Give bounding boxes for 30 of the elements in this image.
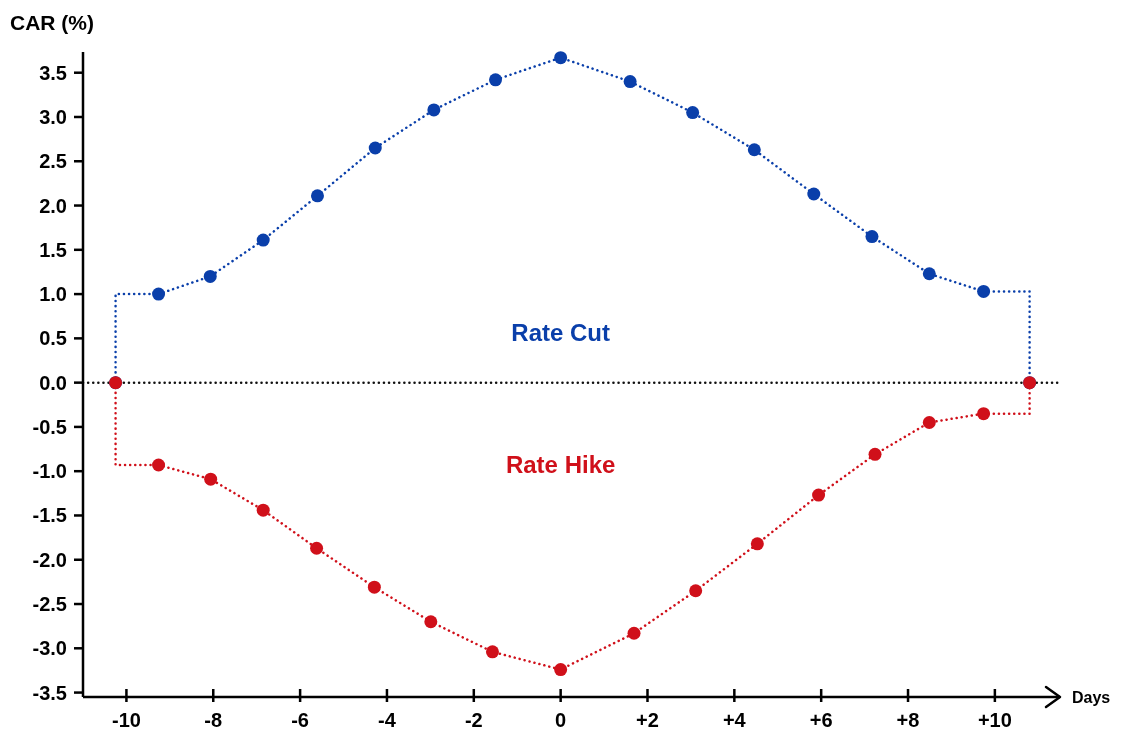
y-tick-label: -0.5 bbox=[32, 415, 67, 438]
y-tick-label: 1.0 bbox=[39, 283, 67, 306]
y-tick-label: 2.0 bbox=[39, 194, 67, 217]
y-axis-title: CAR (%) bbox=[10, 11, 94, 34]
y-tick-label: -2.5 bbox=[32, 593, 67, 616]
x-tick-label: +6 bbox=[809, 709, 833, 731]
x-tick-label: +10 bbox=[977, 709, 1012, 731]
text: Rate Hike bbox=[505, 450, 616, 478]
y-tick-label: -3.0 bbox=[32, 637, 67, 660]
x-tick-label: -8 bbox=[204, 709, 223, 731]
x-axis-title: Days bbox=[1072, 689, 1111, 706]
y-tick-label: 1.5 bbox=[39, 238, 67, 261]
y-tick-label: -1.5 bbox=[32, 504, 67, 527]
x-tick-label: -2 bbox=[464, 709, 483, 731]
y-tick-label: 0.0 bbox=[39, 371, 67, 394]
y-tick-label: -3.5 bbox=[32, 681, 67, 704]
x-tick-label: +2 bbox=[636, 709, 659, 731]
y-tick-label: 3.5 bbox=[39, 61, 67, 84]
x-tick-label: -10 bbox=[111, 709, 141, 731]
y-tick-label: -1.0 bbox=[32, 460, 67, 483]
y-tick-label: 2.5 bbox=[39, 150, 67, 173]
text: Rate Cut bbox=[511, 318, 610, 346]
y-tick-label: 0.5 bbox=[39, 327, 67, 350]
y-tick-label: 3.0 bbox=[39, 105, 67, 128]
x-tick-label: 0 bbox=[555, 709, 567, 731]
x-tick-label: -4 bbox=[378, 709, 397, 731]
x-tick-label: -6 bbox=[291, 709, 310, 731]
x-tick-label: +8 bbox=[896, 709, 920, 731]
x-tick-label: +4 bbox=[722, 709, 747, 731]
y-tick-label: -2.0 bbox=[32, 548, 67, 571]
